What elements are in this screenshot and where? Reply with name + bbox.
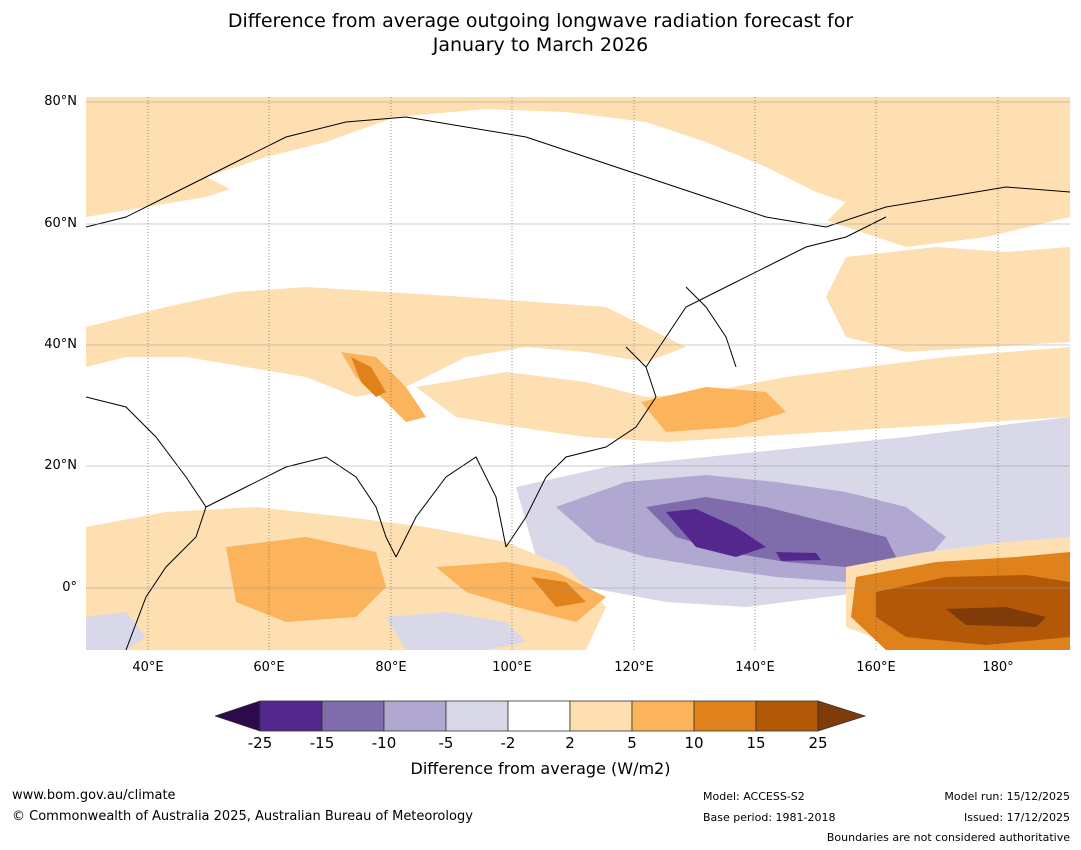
colorbar-tick: 25	[808, 734, 828, 752]
anomaly-region-arabian-sea-negative	[86, 612, 146, 650]
colorbar-tick: 10	[684, 734, 704, 752]
lat-label-60n: 60°N	[44, 216, 77, 231]
colorbar-bin-4	[445, 700, 509, 732]
lon-label-60e: 60°E	[253, 660, 285, 675]
colorbar-bin-2	[321, 700, 385, 732]
coastlines	[86, 116, 1070, 650]
lat-label-20n: 20°N	[44, 458, 77, 473]
anomaly-region-maritime-continent	[436, 562, 606, 622]
website-link[interactable]: www.bom.gov.au/climate	[12, 788, 176, 803]
colorbar-tick: -5	[438, 734, 454, 752]
lat-label-40n: 40°N	[44, 337, 77, 352]
colorbar-bin-8	[693, 700, 757, 732]
model-run-date: Model run: 15/12/2025	[944, 790, 1070, 803]
colorbar-tick: 15	[746, 734, 766, 752]
title-line-1: Difference from average outgoing longwav…	[227, 10, 854, 32]
colorbar-bin-7	[631, 700, 695, 732]
lon-label-160e: 160°E	[856, 660, 896, 675]
anomaly-region-tibet-core	[351, 357, 386, 397]
anomaly-region-north-white	[206, 109, 846, 232]
map-svg	[86, 97, 1070, 650]
anomaly-region-central-pacific-core	[946, 607, 1046, 627]
anomaly-region-north-pacific	[826, 247, 1070, 352]
colorbar-extend-high	[817, 700, 867, 732]
anomaly-region-indian-ocean-negative	[386, 612, 526, 650]
anomaly-region-central-asia	[86, 287, 686, 397]
colorbar-tick: 2	[565, 734, 575, 752]
lon-label-180: 180°	[982, 660, 1014, 675]
colorbar-extend-low	[215, 700, 261, 732]
colorbar	[215, 700, 867, 732]
colorbar-bin-5	[507, 700, 571, 732]
title-line-2: January to March 2026	[432, 34, 649, 56]
colorbar-bin-3	[383, 700, 447, 732]
anomaly-map	[86, 97, 1070, 650]
colorbar-tick: -10	[371, 734, 397, 752]
colorbar-title: Difference from average (W/m2)	[410, 759, 671, 778]
lat-label-80n: 80°N	[44, 94, 77, 109]
colorbar-tick: -15	[309, 734, 335, 752]
lon-label-140e: 140°E	[735, 660, 775, 675]
colorbar-bin-1	[259, 700, 323, 732]
colorbar-bin-6	[569, 700, 633, 732]
lon-label-40e: 40°E	[132, 660, 164, 675]
base-period: Base period: 1981-2018	[703, 811, 836, 824]
anomaly-region-tropical-pacific-strong	[646, 497, 896, 567]
lon-label-120e: 120°E	[614, 660, 654, 675]
meridians	[147, 97, 999, 650]
anomaly-region-tropical-pacific-core-east	[776, 552, 821, 561]
lat-label-0: 0°	[62, 580, 77, 595]
gridlines	[86, 101, 1070, 589]
lon-label-80e: 80°E	[375, 660, 407, 675]
anomaly-region-tropical-pacific-core	[666, 509, 766, 557]
anomaly-region-east-china-sea	[641, 387, 786, 432]
anomaly-region-maritime-core	[531, 577, 586, 607]
chart-title: Difference from average outgoing longwav…	[0, 9, 1081, 57]
issued-date: Issued: 17/12/2025	[963, 811, 1070, 824]
colorbar-tick: -25	[247, 734, 273, 752]
colorbar-bin-9	[755, 700, 819, 732]
boundary-disclaimer: Boundaries are not considered authoritat…	[826, 831, 1070, 844]
colorbar-tick: -2	[500, 734, 516, 752]
copyright-text: © Commonwealth of Australia 2025, Austra…	[12, 809, 473, 824]
model-name: Model: ACCESS-S2	[703, 790, 805, 803]
lon-label-100e: 100°E	[492, 660, 532, 675]
colorbar-tick: 5	[627, 734, 637, 752]
anomaly-region-indian-ocean-moderate	[226, 537, 386, 622]
